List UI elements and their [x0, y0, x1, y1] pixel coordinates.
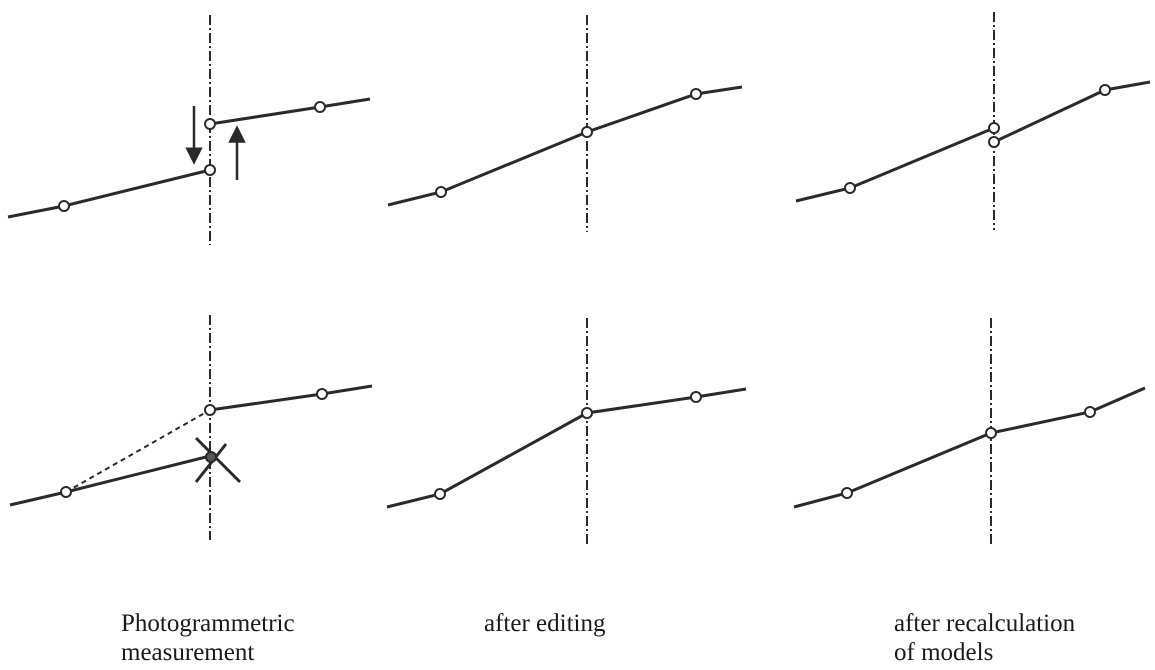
corrected-connection-dashed: [65, 409, 211, 493]
measured-point: [841, 487, 853, 499]
measured-point: [204, 404, 216, 416]
profile-left-segment: [795, 126, 995, 203]
profile-left-segment: [7, 168, 211, 219]
measured-point: [204, 118, 216, 130]
measured-point: [985, 427, 997, 439]
panel-recalculation-top: [795, 12, 1151, 230]
profile-right-segment: [993, 80, 1151, 144]
rejected-point: [205, 451, 217, 463]
measured-point: [844, 182, 856, 194]
measured-point: [58, 200, 70, 212]
measured-point: [1084, 406, 1096, 418]
measured-point: [434, 488, 446, 500]
measured-point: [314, 101, 326, 113]
profile-right-segment: [209, 97, 371, 126]
measured-point: [204, 164, 216, 176]
caption-after-recalculation: after recalculation of models: [894, 609, 1075, 667]
caption-line: of models: [894, 639, 994, 666]
measured-point: [690, 88, 702, 100]
rejected-point-x-icon: [194, 436, 242, 484]
panel-editing-top: [387, 15, 743, 232]
measured-point: [581, 126, 593, 138]
caption-line: after editing: [484, 610, 606, 637]
measured-point: [988, 136, 1000, 148]
panel-measurement-bottom: [9, 315, 373, 540]
caption-photogrammetric-measurement: Photogrammetric measurement: [121, 609, 295, 667]
profile-right-segment: [209, 384, 373, 412]
measured-point: [60, 486, 72, 498]
measured-point: [581, 407, 593, 419]
profile-left-segment: [9, 454, 211, 507]
measured-point: [690, 391, 702, 403]
measured-point: [988, 122, 1000, 134]
caption-line: measurement: [121, 639, 255, 666]
caption-line: Photogrammetric: [121, 610, 295, 637]
panel-measurement-top: [7, 15, 371, 245]
caption-line: after recalculation: [894, 610, 1076, 637]
panel-editing-bottom: [386, 318, 747, 545]
measured-point: [1099, 84, 1111, 96]
caption-after-editing: after editing: [484, 609, 605, 638]
measured-point: [316, 388, 328, 400]
panel-recalculation-bottom: [793, 318, 1146, 545]
measured-point: [435, 186, 447, 198]
breakline-diagram: [7, 12, 1151, 545]
